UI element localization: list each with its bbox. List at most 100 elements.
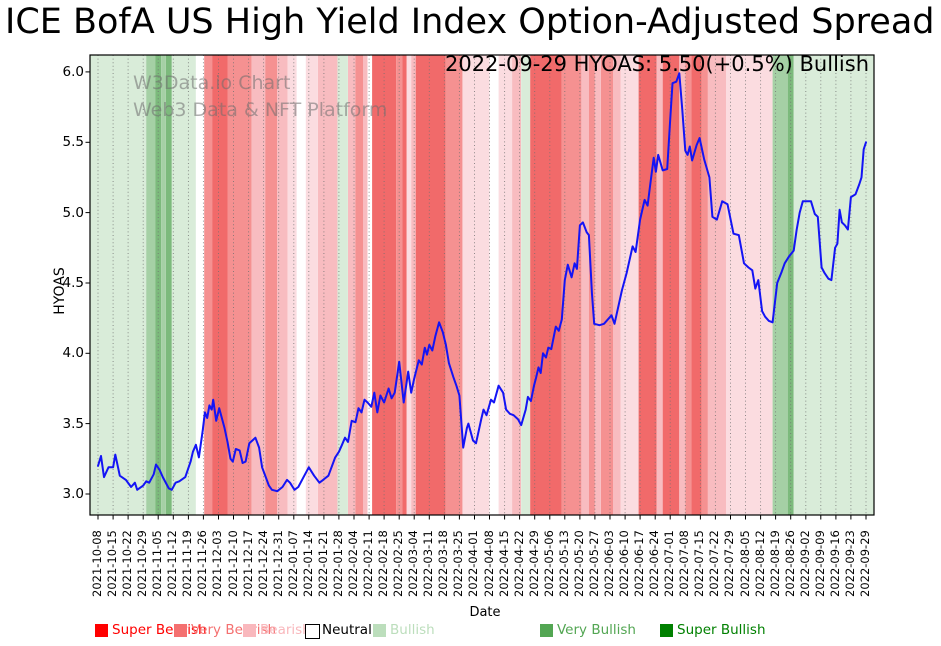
sentiment-band-r3 <box>372 55 397 515</box>
sentiment-band-p <box>462 55 490 515</box>
x-tick-label: 2022-04-22 <box>511 530 526 597</box>
sentiment-band-r1 <box>363 55 368 515</box>
y-tick-label: 5.5 <box>62 134 84 151</box>
sentiment-band-g2 <box>161 55 166 515</box>
sentiment-band-r3 <box>212 55 228 515</box>
legend-label: Bullish <box>390 622 435 638</box>
sentiment-band-r3 <box>402 55 407 515</box>
x-tick-label: 2021-10-08 <box>90 530 104 597</box>
sentiment-band-r1 <box>277 55 288 515</box>
sentiment-band-r1 <box>317 55 338 515</box>
sentiment-band-g3 <box>165 55 172 515</box>
sentiment-band-p <box>287 55 297 515</box>
x-tick-label: 2022-07-08 <box>677 530 692 597</box>
legend-swatch-icon <box>660 624 673 637</box>
x-tick-label: 2022-04-08 <box>481 530 496 597</box>
x-tick-label: 2022-06-17 <box>632 530 647 597</box>
legend-label: Super Bullish <box>677 622 766 638</box>
x-tick-label: 2021-11-26 <box>195 530 210 597</box>
sentiment-band-n <box>489 55 499 515</box>
sentiment-band-r2 <box>601 55 613 515</box>
y-tick-label: 4.0 <box>62 345 84 362</box>
x-tick-label: 2021-12-17 <box>240 530 255 597</box>
x-tick-label: 2022-08-26 <box>782 530 797 597</box>
x-tick-label: 2021-10-15 <box>105 530 120 597</box>
chart-title: ICE BofA US High Yield Index Option-Adju… <box>5 2 935 42</box>
sentiment-band-g1 <box>337 55 348 515</box>
x-tick-label: 2022-09-09 <box>812 530 827 597</box>
x-tick-label: 2022-04-15 <box>496 530 511 597</box>
x-tick-label: 2021-12-31 <box>270 530 285 597</box>
sentiment-band-r1 <box>411 55 416 515</box>
sentiment-band-r1 <box>581 55 589 515</box>
x-tick-label: 2022-05-27 <box>586 530 601 597</box>
x-tick-label: 2022-06-10 <box>617 530 632 597</box>
sentiment-band-n <box>367 55 373 515</box>
x-tick-label: 2022-06-24 <box>647 530 662 597</box>
x-tick-label: 2022-05-13 <box>556 530 571 597</box>
x-tick-label: 2022-09-29 <box>858 530 872 597</box>
plot-border <box>89 54 875 516</box>
sentiment-band-g1 <box>521 55 531 515</box>
sentiment-band-r1 <box>512 55 522 515</box>
x-tick-label: 2022-08-12 <box>752 530 767 597</box>
y-tick-label: 4.5 <box>62 274 84 291</box>
sentiment-band-g3 <box>155 55 162 515</box>
sentiment-band-r3 <box>530 55 562 515</box>
x-tick-label: 2021-12-10 <box>225 530 240 597</box>
sentiment-band-n <box>296 55 306 515</box>
watermark-line2: Web3 Data & NFT Platform <box>133 99 388 121</box>
sentiment-band-r2 <box>204 55 213 515</box>
x-axis-label: Date <box>469 605 501 620</box>
sentiment-band-r1 <box>594 55 601 515</box>
sentiment-band-r2 <box>227 55 252 515</box>
x-tick-label: 2021-10-29 <box>135 530 150 597</box>
sentiment-band-r3 <box>662 55 680 515</box>
legend-swatch-icon <box>540 624 553 637</box>
y-tick-label: 3.5 <box>62 415 84 432</box>
legend-label: Bearish <box>260 622 311 638</box>
x-tick-label: 2022-03-18 <box>436 530 451 597</box>
sentiment-band-p <box>406 55 412 515</box>
sentiment-band-r2 <box>396 55 403 515</box>
watermark-line1: W3Data.io Chart <box>133 72 291 94</box>
sentiment-band-g2 <box>772 55 788 515</box>
x-tick-label: 2022-04-01 <box>466 530 481 597</box>
sentiment-band-g2 <box>146 55 156 515</box>
x-tick-label: 2022-04-29 <box>526 530 541 597</box>
sentiment-band-r2 <box>685 55 692 515</box>
sentiment-band-r2 <box>265 55 278 515</box>
x-tick-label: 2022-01-14 <box>300 530 315 597</box>
sentiment-band-g1 <box>90 55 147 515</box>
sentiment-band-p <box>620 55 639 515</box>
x-tick-label: 2022-07-15 <box>692 530 707 597</box>
y-tick-label: 5.0 <box>62 204 84 221</box>
sentiment-band-g3 <box>787 55 794 515</box>
x-tick-label: 2022-05-06 <box>541 530 556 597</box>
sentiment-band-n <box>195 55 205 515</box>
x-tick-label: 2021-12-03 <box>210 530 225 597</box>
sentiment-band-r3 <box>691 55 702 515</box>
x-tick-label: 2021-11-19 <box>180 530 195 597</box>
x-tick-label: 2022-01-21 <box>315 530 330 597</box>
x-tick-label: 2022-07-22 <box>707 530 722 597</box>
sentiment-band-p <box>498 55 513 515</box>
x-tick-label: 2022-07-01 <box>662 530 677 597</box>
sentiment-band-p <box>726 55 773 515</box>
sentiment-band-r1 <box>707 55 726 515</box>
x-tick-label: 2022-09-23 <box>842 530 857 597</box>
x-tick-label: 2022-07-29 <box>722 530 737 597</box>
x-tick-label: 2022-03-25 <box>451 530 466 597</box>
x-tick-label: 2022-09-02 <box>797 530 812 597</box>
x-tick-label: 2022-03-11 <box>421 530 436 597</box>
x-tick-label: 2022-01-07 <box>285 530 300 597</box>
x-tick-label: 2021-11-05 <box>150 530 165 597</box>
sentiment-band-r2 <box>701 55 708 515</box>
sentiment-band-r1 <box>251 55 266 515</box>
legend-label: Neutral <box>322 622 372 638</box>
x-tick-label: 2022-08-19 <box>767 530 782 597</box>
sentiment-band-r1 <box>348 55 356 515</box>
x-tick-label: 2021-12-24 <box>255 530 270 597</box>
